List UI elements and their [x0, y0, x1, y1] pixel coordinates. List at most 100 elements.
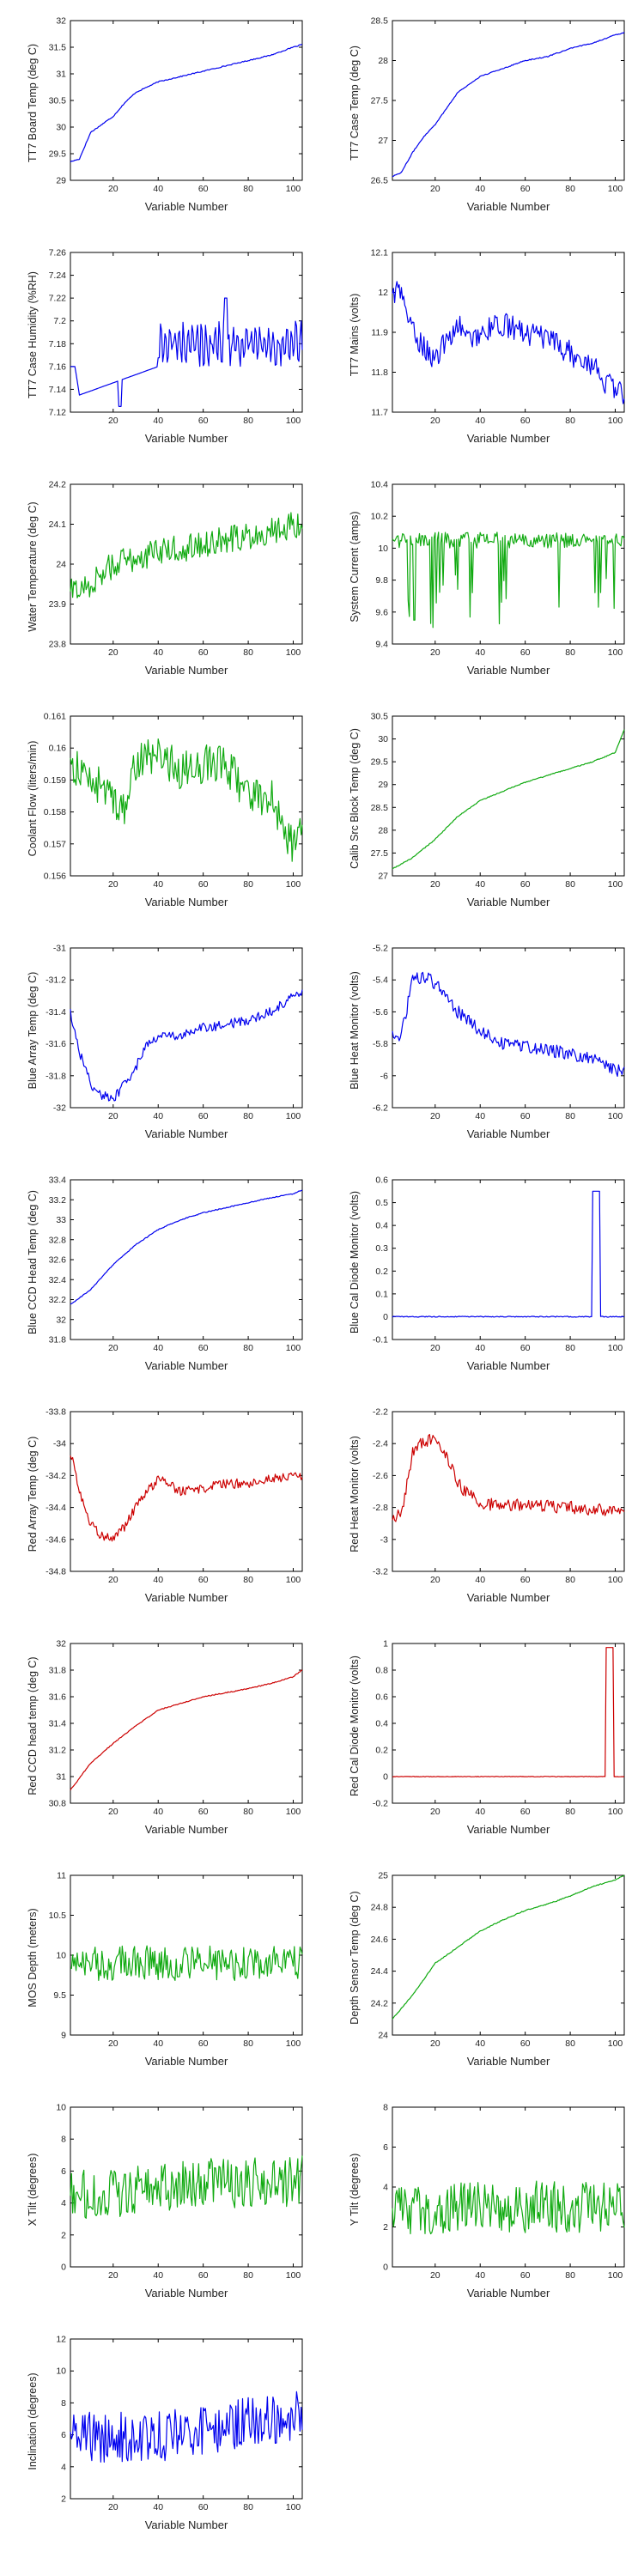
x-tick-label: 40 [153, 879, 163, 890]
y-axis-label: Red Heat Monitor (volts) [349, 1436, 361, 1552]
plot-frame [70, 252, 303, 413]
chart-panel: -0.1 0 0.1 0.2 0.3 0.4 0.5 0.6 20 40 60 80 100 Blue C… [322, 1159, 644, 1391]
y-tick-label: 24.8 [371, 1903, 389, 1913]
plot-frame [392, 715, 625, 877]
x-tick-label: 80 [243, 879, 253, 890]
x-axis-label: Variable Number [466, 1359, 550, 1372]
x-tick-label: 100 [608, 1807, 623, 1817]
x-tick-label: 80 [243, 647, 253, 658]
x-tick-label: 40 [475, 879, 485, 890]
y-tick-label: 9.5 [53, 1990, 66, 2001]
y-axis-label: Red Array Temp (deg C) [27, 1436, 39, 1552]
y-axis-label-wrap: Inclination (degrees) [14, 2336, 52, 2507]
series-line [392, 31, 625, 178]
series-line [392, 1190, 625, 1318]
y-axis-label: TT7 Case Humidity (%RH) [27, 271, 39, 398]
x-axis-label: Variable Number [144, 432, 228, 445]
y-tick-label: 4 [61, 2198, 66, 2208]
x-tick-label: 80 [243, 1807, 253, 1817]
x-tick-label: 80 [565, 1343, 575, 1353]
y-axis-label: Water Temperature (deg C) [27, 501, 39, 632]
x-tick-label: 80 [565, 1111, 575, 1121]
x-tick-label: 60 [520, 2270, 531, 2281]
x-tick-label: 100 [286, 1343, 301, 1353]
chart-svg: -34.8 -34.6 -34.4 -34.2 -34 -33.8 20 40 60 80 100 [46, 1407, 303, 1585]
series-line [392, 971, 625, 1077]
y-tick-label: 10.2 [371, 512, 389, 522]
y-tick-label: 7.24 [49, 270, 67, 281]
y-tick-label: 0.3 [375, 1243, 388, 1254]
y-tick-label: -0.2 [373, 1799, 388, 1809]
y-tick-label: -33.8 [46, 1407, 66, 1418]
x-tick-label: 40 [475, 184, 485, 194]
y-axis-label: TT7 Board Temp (deg C) [27, 43, 39, 163]
y-axis-label-wrap: Red Cal Diode Monitor (volts) [336, 1640, 374, 1812]
y-axis-label: System Current (amps) [349, 511, 361, 623]
y-tick-label: -31.4 [46, 1007, 66, 1018]
y-tick-label: 10 [378, 544, 388, 554]
chart-svg: 11.7 11.8 11.9 12 12.1 20 40 60 80 100 [371, 248, 625, 426]
y-tick-label: 0 [61, 2263, 66, 2273]
chart-svg: 30.8 31 31.2 31.4 31.6 31.8 32 20 40 60 80 100 [49, 1639, 303, 1817]
x-tick-label: 40 [475, 1575, 485, 1585]
y-tick-label: 0.8 [375, 1666, 388, 1676]
y-tick-label: 26.5 [371, 176, 389, 186]
y-tick-label: 0.6 [375, 1692, 388, 1703]
y-tick-label: 2 [61, 2230, 66, 2240]
y-tick-label: -5.2 [373, 944, 388, 954]
y-tick-label: 33.2 [49, 1195, 67, 1206]
y-axis-label: Coolant Flow (liters/min) [27, 740, 39, 857]
y-tick-label: 0.6 [375, 1176, 388, 1186]
x-tick-label: 60 [198, 1575, 209, 1585]
x-tick-label: 60 [198, 184, 209, 194]
x-axis-label: Variable Number [144, 896, 228, 908]
series-line [70, 2155, 303, 2219]
x-axis-label: Variable Number [144, 1359, 228, 1372]
y-axis-label-wrap: Y Tilt (degrees) [336, 2104, 374, 2275]
y-tick-label: -2.4 [373, 1439, 388, 1449]
chart-panel: 31.8 32 32.2 32.4 32.6 32.8 33 33.2 33.4 20 40 60 80… [0, 1159, 322, 1391]
y-tick-label: 4 [61, 2462, 66, 2472]
y-tick-label: -31.6 [46, 1039, 66, 1049]
y-tick-label: 23.9 [49, 599, 67, 610]
chart-svg: 9.4 9.6 9.8 10 10.2 10.4 20 40 60 80 100 [371, 480, 625, 658]
y-tick-label: 28 [378, 825, 388, 835]
x-axis-label: Variable Number [466, 664, 550, 677]
y-axis-label: Inclination (degrees) [27, 2372, 39, 2470]
series-line [70, 512, 303, 598]
y-tick-label: 2 [61, 2494, 66, 2505]
y-tick-label: 0.4 [375, 1719, 388, 1729]
y-tick-label: -34.8 [46, 1567, 66, 1577]
y-axis-label: Red CCD head temp (deg C) [27, 1656, 39, 1795]
x-tick-label: 80 [565, 416, 575, 426]
x-tick-label: 100 [286, 2502, 301, 2512]
x-tick-label: 60 [520, 1807, 531, 1817]
y-tick-label: 33.4 [49, 1176, 67, 1186]
y-tick-label: -2.8 [373, 1503, 388, 1513]
y-tick-label: 31.8 [49, 1666, 67, 1676]
x-axis-label: Variable Number [466, 2287, 550, 2300]
x-tick-label: 80 [243, 2270, 253, 2281]
y-tick-label: 8 [383, 2103, 388, 2113]
series-line [70, 2391, 303, 2463]
y-tick-label: -34.6 [46, 1534, 66, 1545]
y-tick-label: -31 [53, 944, 66, 954]
y-tick-label: 0 [383, 1312, 388, 1322]
y-axis-label-wrap: System Current (amps) [336, 481, 374, 653]
y-axis-label-wrap: TT7 Board Temp (deg C) [14, 17, 52, 189]
series-line [70, 1189, 303, 1305]
chart-panel: 26.5 27 27.5 28 28.5 20 40 60 80 100 TT7 Case Temp… [322, 0, 644, 232]
y-tick-label: 31 [56, 1772, 66, 1783]
x-tick-label: 60 [198, 1111, 209, 1121]
x-tick-label: 80 [243, 1575, 253, 1585]
x-tick-label: 60 [198, 416, 209, 426]
y-tick-label: 10 [56, 2103, 66, 2113]
y-axis-label-wrap: Red CCD head temp (deg C) [14, 1640, 52, 1812]
y-axis-label: Blue Heat Monitor (volts) [349, 971, 361, 1090]
y-tick-label: 8 [61, 2398, 66, 2409]
x-tick-label: 40 [153, 2270, 163, 2281]
y-tick-label: 24.2 [371, 1998, 389, 2008]
x-axis-label: Variable Number [466, 1823, 550, 1836]
chart-svg: -0.2 0 0.2 0.4 0.6 0.8 1 20 40 60 80 100 [373, 1639, 625, 1817]
y-axis-label: Calib Src Block Temp (deg C) [349, 728, 361, 869]
